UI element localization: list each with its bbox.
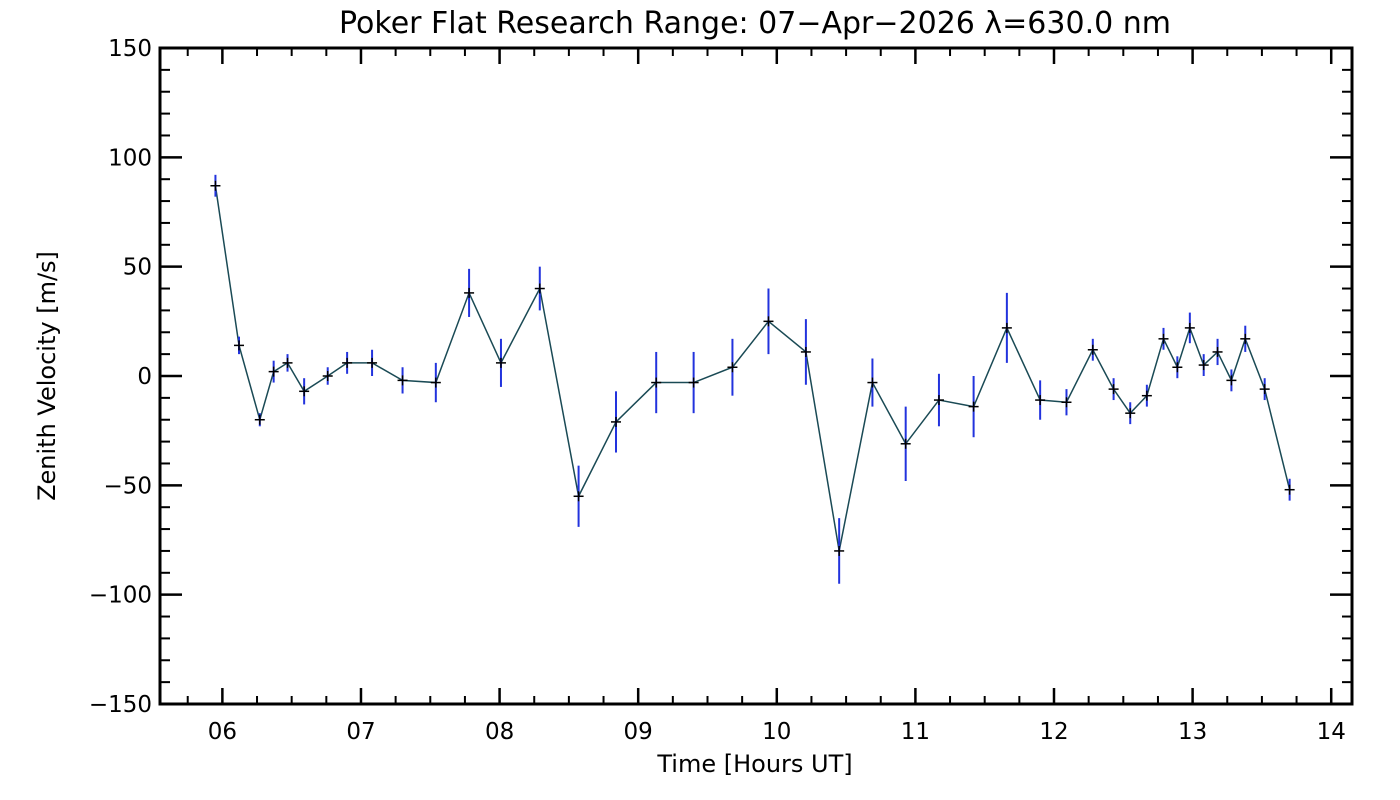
data-point [1158,333,1169,344]
x-tick-label: 09 [624,719,653,745]
x-axis-label: Time [Hours UT] [656,750,852,778]
x-tick-label: 11 [901,719,930,745]
x-tick-label: 12 [1039,719,1068,745]
plot-frame [158,46,1354,706]
data-point [1108,384,1119,395]
error-bars [214,174,1291,584]
data-point [534,283,545,294]
data-point [495,357,506,368]
data-point [1184,322,1195,333]
data-point [367,357,378,368]
data-point [1284,484,1295,495]
y-tick-label: −100 [89,583,152,609]
data-point [397,375,408,386]
data-point [1198,360,1209,371]
data-point [1141,390,1152,401]
data-point [234,340,245,351]
y-tick-label: −150 [89,692,152,718]
y-tick-label: 50 [123,255,152,281]
series-line [214,185,1291,552]
data-point [1061,397,1072,408]
data-point [727,362,738,373]
data-point [464,287,475,298]
data-point [933,395,944,406]
y-tick-label: −50 [103,473,152,499]
x-tick-label: 14 [1317,719,1346,745]
x-tick-label: 13 [1178,719,1207,745]
x-axis-ticks: 06 07 08 09 10 11 12 13 14 [208,48,1346,745]
y-tick-label: 0 [137,364,152,390]
data-point [1240,333,1251,344]
data-point [763,316,774,327]
x-tick-label: 07 [346,719,375,745]
data-point [1212,346,1223,357]
data-point [651,377,662,388]
data-point [1035,395,1046,406]
data-point [1226,375,1237,386]
data-point [1001,322,1012,333]
x-tick-label: 06 [208,719,237,745]
data-markers [210,180,1295,556]
data-point [1125,408,1136,419]
plot-border [158,46,1354,706]
data-point [867,377,878,388]
data-point [299,386,310,397]
data-point [800,346,811,357]
data-point [268,366,279,377]
data-point [254,414,265,425]
data-point [210,180,221,191]
data-point [688,377,699,388]
data-point [611,416,622,427]
y-axis-label: Zenith Velocity [m/s] [33,251,61,501]
data-point [282,357,293,368]
y-tick-label: 150 [108,36,152,62]
data-point [1087,344,1098,355]
data-point [322,371,333,381]
data-point [573,491,584,502]
chart-title: Poker Flat Research Range: 07−Apr−2026 λ… [339,6,1171,41]
data-point [834,545,845,556]
minor-ticks [160,48,1352,704]
data-point [900,438,911,449]
y-tick-label: 100 [108,145,152,171]
y-axis-ticks: −150 −100 −50 0 50 100 150 [89,36,1352,718]
data-point [430,377,441,388]
data-point [1172,362,1183,373]
x-tick-label: 10 [762,719,791,745]
x-tick-label: 08 [485,719,514,745]
data-point [1259,384,1270,395]
data-point [968,401,979,412]
data-point [342,357,353,368]
